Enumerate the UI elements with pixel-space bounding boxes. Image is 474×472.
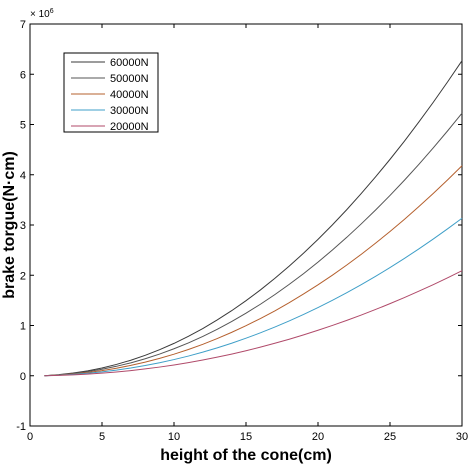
x-tick-label: 20 — [312, 431, 324, 443]
legend-label: 30000N — [110, 105, 149, 117]
x-tick-label: 10 — [168, 431, 180, 443]
x-tick-label: 0 — [27, 431, 33, 443]
x-tick-label: 30 — [456, 431, 468, 443]
x-axis-label: height of the cone(cm) — [160, 447, 332, 464]
y-tick-label: 4 — [20, 170, 26, 182]
x-tick-label: 15 — [240, 431, 252, 443]
y-tick-label: 2 — [20, 270, 26, 282]
series-line-50000N — [44, 112, 463, 377]
y-multiplier-exponent: 6 — [50, 8, 54, 15]
series-lines — [44, 60, 463, 377]
legend-label: 50000N — [110, 73, 149, 85]
series-line-30000N — [44, 217, 463, 377]
x-tick-label: 5 — [99, 431, 105, 443]
y-multiplier-label: × 106 — [30, 8, 54, 20]
y-tick-label: 1 — [20, 321, 26, 333]
y-multiplier-base: × 10 — [30, 9, 50, 20]
legend-label: 60000N — [110, 57, 149, 69]
legend: 60000N 50000N 40000N 30000N 20000N — [63, 52, 159, 133]
x-tick-label: 25 — [384, 431, 396, 443]
series-line-60000N — [44, 60, 463, 377]
legend-box — [63, 52, 159, 133]
legend-label: 20000N — [110, 121, 149, 133]
y-tick-label: 0 — [20, 371, 26, 383]
y-tick-label: -1 — [16, 421, 26, 433]
series-line-40000N — [44, 165, 463, 377]
y-tick-label: 7 — [20, 19, 26, 31]
y-tick-label: 6 — [20, 69, 26, 81]
series-line-20000N — [44, 270, 463, 377]
y-axis-label: brake torgue(N·cm) — [1, 151, 18, 299]
y-tick-label: 5 — [20, 120, 26, 132]
y-tick-label: 3 — [20, 220, 26, 232]
legend-label: 40000N — [110, 89, 149, 101]
